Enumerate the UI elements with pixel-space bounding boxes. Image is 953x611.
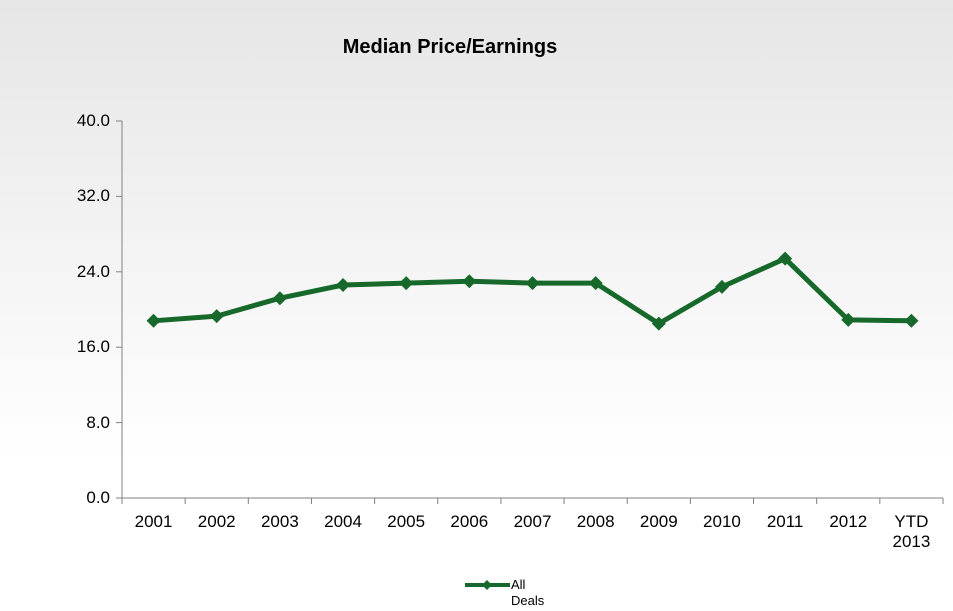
marker — [904, 313, 919, 328]
marker — [462, 274, 477, 289]
x-tick-label: 2005 — [387, 512, 426, 531]
marker — [778, 251, 793, 266]
y-tick-label: 16.0 — [76, 337, 110, 357]
x-tick-label: 2008 — [576, 512, 615, 531]
marker — [209, 309, 224, 324]
marker — [399, 276, 414, 291]
marker — [336, 277, 351, 292]
x-tick-label: 2011 — [766, 512, 804, 531]
marker — [588, 276, 603, 291]
x-tick-label: 2004 — [324, 512, 362, 531]
legend-label: All Deals — [511, 577, 545, 608]
marker — [714, 279, 729, 294]
x-tick-label: 2001 — [134, 512, 173, 531]
y-tick-label: 0.0 — [86, 488, 110, 507]
marker — [841, 312, 856, 327]
marker — [146, 313, 161, 328]
y-tick-label: 24.0 — [76, 261, 110, 281]
x-tick-label: 2002 — [197, 512, 236, 531]
y-tick-label: 32.0 — [76, 186, 110, 206]
chart-title: Median Price/Earnings — [342, 36, 558, 58]
y-tick-label: 8.0 — [86, 412, 110, 432]
x-tick-label: 2012 — [829, 512, 868, 531]
x-tick-label: 2006 — [450, 512, 489, 531]
x-tick-label: 2009 — [639, 512, 678, 531]
x-tick-label: 2007 — [513, 512, 552, 531]
marker — [525, 276, 540, 291]
marker — [272, 291, 287, 306]
x-tick-label: YTD 2013 — [892, 512, 931, 551]
legend-marker — [482, 580, 492, 590]
marker — [651, 316, 666, 331]
x-tick-label: 2010 — [703, 512, 741, 531]
y-tick-label: 40.0 — [76, 111, 110, 130]
series-line — [153, 256, 912, 327]
x-tick-label: 2003 — [260, 512, 299, 531]
